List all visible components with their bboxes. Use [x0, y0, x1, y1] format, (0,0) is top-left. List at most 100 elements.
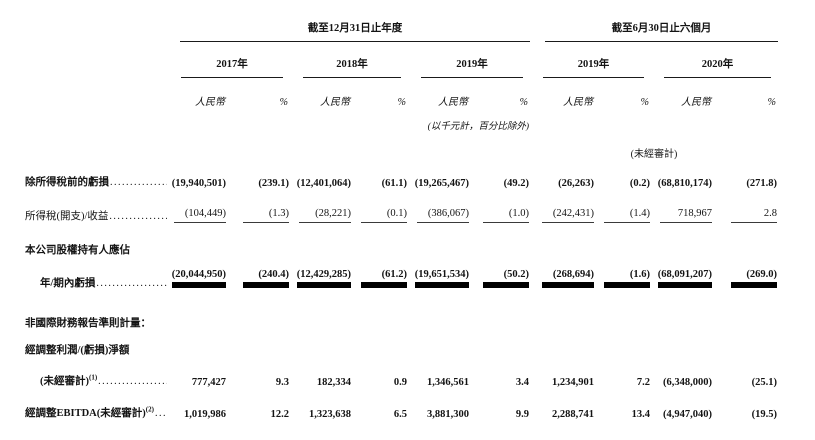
value: (19,651,534) — [414, 269, 469, 284]
unit-note: (以千元計，百分比除外) — [427, 122, 529, 132]
row-label-wrap: 所得稅(開支)/收益..............................… — [25, 208, 168, 223]
value: 3.4 — [515, 377, 529, 388]
value-cell: 2.8 — [713, 189, 778, 223]
value-cell: (68,091,207) — [651, 257, 713, 290]
value-cell: (240.4) — [227, 257, 290, 290]
value-cell: (0.2) — [595, 160, 651, 189]
value: (61.1) — [381, 178, 407, 189]
corner-cell — [25, 42, 168, 78]
value: (19.5) — [751, 409, 777, 420]
value-cell — [651, 223, 713, 257]
value-cell: 9.9 — [470, 388, 530, 420]
financial-summary-table: 截至12月31日止年度 截至6月30日止六個月 2017年 2018年 2019年 201… — [25, 12, 778, 420]
value: 12.2 — [270, 409, 289, 420]
row-label: 本公司股權持有人應佔 — [25, 245, 130, 256]
value-cell — [290, 290, 352, 330]
value: (269.0) — [731, 269, 777, 284]
value: 2,288,741 — [552, 409, 594, 420]
row-label-wrap: 本公司股權持有人應佔 — [25, 242, 168, 257]
value: (68,091,207) — [657, 269, 712, 284]
period-section-title: 截至6月30日止六個月 — [611, 23, 712, 34]
year-header: 2020年 — [651, 42, 778, 78]
row-label-cell: 年/期內虧損..................................… — [25, 257, 168, 290]
value: (26,263) — [558, 178, 594, 189]
row-label-wrap: 年/期內虧損..................................… — [25, 275, 168, 290]
value: 9.9 — [515, 409, 529, 420]
row-label-wrap: (未經審計)(1)...............................… — [25, 373, 168, 388]
value-cell: (12,429,285) — [290, 257, 352, 290]
value-cell — [408, 223, 470, 257]
row-label: 所得稅(開支)/收益 — [25, 211, 109, 222]
table-row: 經調整利潤/(虧損)淨額 — [25, 330, 778, 357]
value-cell: 7.2 — [595, 357, 651, 388]
row-label-wrap: 除所得稅前的虧損................................… — [25, 174, 168, 189]
value: 1,323,638 — [309, 409, 351, 420]
value: (19,940,501) — [171, 178, 226, 189]
table-row: 經調整EBITDA(未經審計)(2)......................… — [25, 388, 778, 420]
value: 9.3 — [275, 377, 289, 388]
value-cell — [470, 223, 530, 257]
row-label-cell: 本公司股權持有人應佔 — [25, 223, 168, 257]
value-cell — [595, 290, 651, 330]
percent-header: % — [767, 97, 776, 108]
value-cell — [595, 330, 651, 357]
table-body: 除所得稅前的虧損................................… — [25, 160, 778, 420]
value-cell: (4,947,040) — [651, 388, 713, 420]
percent-header: % — [397, 97, 406, 108]
value-cell: (28,221) — [290, 189, 352, 223]
period-section-header: 截至6月30日止六個月 — [530, 12, 778, 42]
period-section-header: 截至12月31日止年度 — [168, 12, 530, 42]
table-row: 年/期內虧損..................................… — [25, 257, 778, 290]
value-cell: 9.3 — [227, 357, 290, 388]
value-cell: (1.3) — [227, 189, 290, 223]
value-cell: (1.6) — [595, 257, 651, 290]
value-cell: (19,651,534) — [408, 257, 470, 290]
value-cell: (20,044,950) — [168, 257, 227, 290]
year-header: 2019年 — [530, 42, 651, 78]
value-cell: (242,431) — [530, 189, 595, 223]
value: (68,810,174) — [657, 178, 712, 189]
value-cell — [595, 223, 651, 257]
table-row: 除所得稅前的虧損................................… — [25, 160, 778, 189]
row-label-cell: (未經審計)(1)...............................… — [25, 357, 168, 388]
value-cell — [352, 330, 408, 357]
value-cell: (0.1) — [352, 189, 408, 223]
year-header: 2017年 — [168, 42, 290, 78]
table-row: 所得稅(開支)/收益..............................… — [25, 189, 778, 223]
row-label: 經調整EBITDA(未經審計)(2) — [25, 405, 154, 419]
corner-cell — [25, 132, 168, 160]
value: (4,947,040) — [663, 409, 712, 420]
value: 1,346,561 — [427, 377, 469, 388]
dot-leader: ........................................… — [110, 177, 167, 188]
value-cell: (386,067) — [408, 189, 470, 223]
value-cell — [530, 330, 595, 357]
section-header-row: 截至12月31日止年度 截至6月30日止六個月 — [25, 12, 778, 42]
value-cell: (104,449) — [168, 189, 227, 223]
year-rule: 2018年 — [303, 56, 401, 78]
value-cell — [168, 330, 227, 357]
value-cell: (1.4) — [595, 189, 651, 223]
value: (19,265,467) — [414, 178, 469, 189]
value-cell: 3,881,300 — [408, 388, 470, 420]
currency-header: 人民幣 — [438, 97, 468, 108]
value-cell — [713, 330, 778, 357]
year-label: 2017年 — [216, 59, 248, 70]
value-cell — [290, 223, 352, 257]
value: (20,044,950) — [171, 269, 226, 284]
dot-leader: ........................................… — [109, 211, 167, 222]
row-label: 年/期內虧損 — [40, 278, 96, 289]
value: (61.2) — [361, 269, 407, 284]
year-rule: 2019年 — [421, 56, 523, 78]
value: (104,449) — [174, 208, 226, 223]
corner-cell — [25, 12, 168, 42]
value: (0.1) — [361, 208, 407, 223]
value-cell: (19,265,467) — [408, 160, 470, 189]
year-rule: 2020年 — [664, 56, 771, 78]
value: (1.3) — [243, 208, 289, 223]
table-header: 截至12月31日止年度 截至6月30日止六個月 2017年 2018年 2019年 201… — [25, 12, 778, 160]
corner-cell — [25, 78, 168, 108]
year-label: 2019年 — [456, 59, 488, 70]
value-cell — [168, 290, 227, 330]
value-cell: (19,940,501) — [168, 160, 227, 189]
value-cell — [227, 330, 290, 357]
